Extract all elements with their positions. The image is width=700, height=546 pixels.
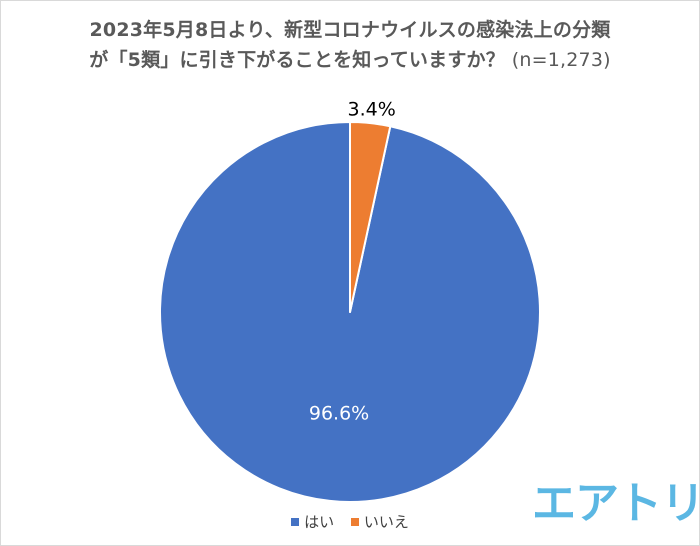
data-label-yes: 96.6% <box>309 403 369 425</box>
chart-title: 2023年5月8日より、新型コロナウイルスの感染法上の分類 が「5類」に引き下が… <box>1 15 699 75</box>
chart-title-line-1: 2023年5月8日より、新型コロナウイルスの感染法上の分類 <box>89 19 611 41</box>
legend-label-yes: はい <box>304 513 335 531</box>
legend-item-yes: はい <box>291 511 334 532</box>
pie-slice-no <box>349 121 392 313</box>
legend-item-no: いいえ <box>350 511 409 532</box>
legend-swatch-yes <box>291 518 300 526</box>
legend: はい いいえ <box>1 511 699 532</box>
sample-size: (n=1,273) <box>511 49 611 71</box>
chart-title-line-2: が「5類」に引き下がることを知っていますか？ (n=1,273) <box>1 45 699 75</box>
legend-swatch-no <box>350 518 359 526</box>
data-label-no: 3.4% <box>348 99 396 121</box>
airtrip-logo: エアトリ <box>532 478 700 529</box>
legend-label-no: いいえ <box>363 513 409 531</box>
chart-title-question: が「5類」に引き下がることを知っていますか？ <box>89 49 505 71</box>
